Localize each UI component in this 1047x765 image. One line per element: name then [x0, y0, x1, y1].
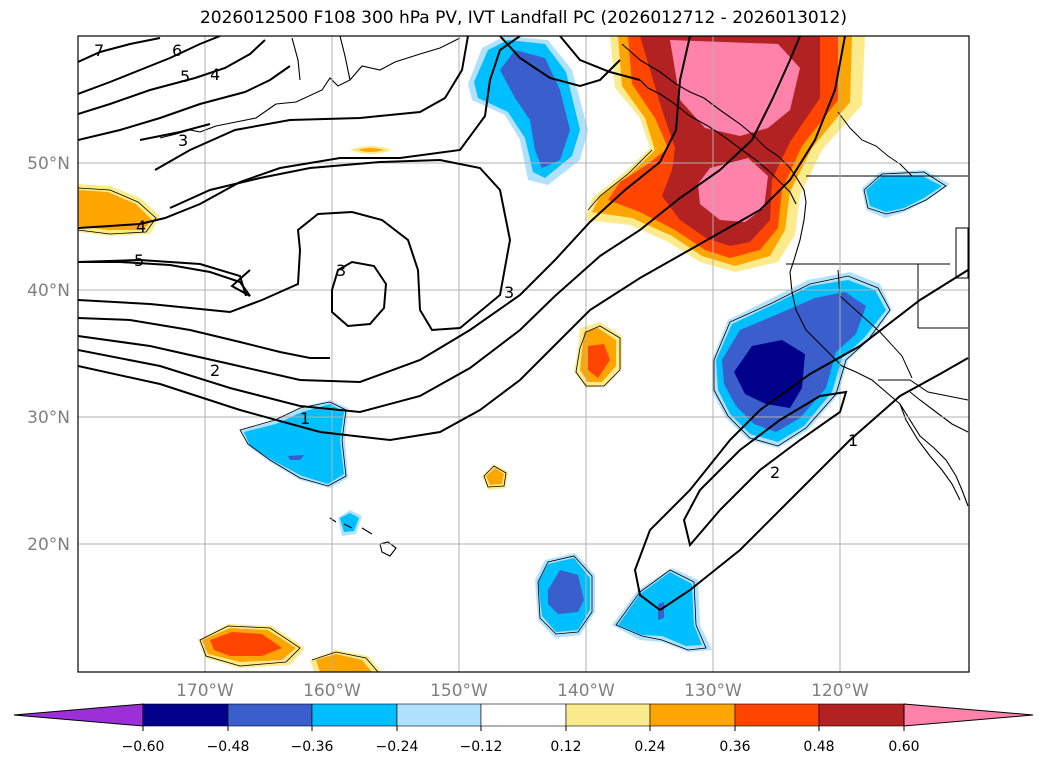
positive-anomaly-southwest: [198, 624, 305, 668]
alaska-coast: [291, 37, 301, 81]
colorbar-segment: [142, 703, 229, 727]
negative-anomaly-inland: [862, 170, 950, 218]
latitude-label: 20°N: [27, 535, 70, 555]
colorbar-segment: [480, 703, 567, 727]
colorbar-segment: [311, 703, 398, 727]
positive-anomaly-central: [574, 322, 622, 388]
contour-label: 7: [94, 41, 104, 60]
contour-label: 4: [210, 65, 220, 84]
map-title: 2026012500 F108 300 hPa PV, IVT Landfall…: [199, 8, 847, 28]
contour-4b: [78, 36, 521, 229]
contour-label: 1: [300, 409, 310, 428]
colorbar-tick-label: −0.24: [376, 739, 419, 755]
shading-outline-contours: [78, 149, 947, 672]
colorbar-tick-label: 0.36: [719, 739, 750, 755]
longitude-label: 140°W: [557, 681, 615, 701]
colorbar-ticks: [142, 726, 905, 731]
contour-3-closed: [331, 260, 388, 328]
positive-anomaly-pacific-northwest: [585, 36, 865, 272]
latitude-label: 40°N: [27, 281, 70, 301]
contour-6: [78, 36, 221, 95]
contour-label: 3: [336, 261, 346, 280]
contour-label: 3: [504, 283, 514, 302]
contour-label: 1: [848, 431, 858, 450]
contour-labels: 7 6 5 4 3 4 5 3 3 2 1 2 1: [94, 41, 858, 482]
negative-anomaly-south-central: [535, 553, 595, 638]
longitude-label: 150°W: [430, 681, 488, 701]
contour-3a: [154, 36, 469, 171]
contour-label: 4: [136, 217, 146, 236]
pv-contour-layer: [78, 36, 969, 611]
british-columbia-coast: [621, 43, 807, 203]
colorbar: −0.60 −0.48 −0.36 −0.24 −0.12 0.12 0.24 …: [13, 703, 1034, 755]
colorbar-segment: [396, 703, 482, 727]
colorbar-tick-label: −0.60: [122, 739, 165, 755]
positive-anomaly-south: [310, 650, 382, 672]
contour-5a: [78, 39, 266, 115]
contour-label: 3: [178, 131, 188, 150]
colorbar-tick-label: 0.12: [550, 739, 581, 755]
longitude-label: 130°W: [684, 681, 742, 701]
latitude-axis: 50°N 40°N 30°N 20°N: [27, 154, 70, 555]
negative-anomaly-california: [712, 272, 892, 448]
longitude-label: 160°W: [303, 681, 361, 701]
contour-label: 2: [210, 361, 220, 380]
longitude-label: 120°W: [811, 681, 869, 701]
baja-california: [899, 403, 961, 501]
hawaii-islands: [329, 517, 397, 557]
negative-anomaly-small-west: [338, 510, 362, 536]
us-west-coast: [789, 201, 969, 507]
contour-label: 5: [180, 67, 190, 86]
negative-anomaly-hawaii-north: [240, 400, 348, 488]
contour-7: [78, 37, 161, 63]
contour-3c: [78, 36, 801, 414]
map-frame: [77, 35, 970, 673]
colorbar-tick-label: 0.48: [803, 739, 834, 755]
longitude-axis: 170°W 160°W 150°W 140°W 130°W 120°W: [176, 681, 869, 701]
contour-3b: [78, 158, 512, 332]
contour-4a: [78, 65, 291, 141]
positive-anomaly-west-edge: [78, 184, 160, 236]
contour-2-south: [682, 390, 848, 548]
contour-1: [78, 36, 846, 442]
gridlines: [78, 36, 969, 672]
colorbar-segment: [734, 703, 820, 727]
colorbar-segment: [565, 703, 651, 727]
colorbar-tick-label: −0.12: [460, 739, 503, 755]
contour-5b: [78, 258, 247, 297]
contour-label: 6: [172, 41, 182, 60]
contour-2: [78, 36, 691, 384]
latitude-label: 30°N: [27, 408, 70, 428]
latitude-label: 50°N: [27, 154, 70, 174]
contour-label: 2: [770, 463, 780, 482]
contour-label: 5: [134, 251, 144, 270]
colorbar-segment: [227, 703, 313, 727]
colorbar-extend-high: [903, 703, 1034, 727]
colorbar-tick-label: 0.60: [888, 739, 919, 755]
contour-1-south: [659, 357, 969, 611]
colorbar-tick-label: −0.48: [207, 739, 250, 755]
longitude-label: 170°W: [176, 681, 234, 701]
colorbar-segment: [649, 703, 736, 727]
colorbar-tick-label: 0.24: [634, 739, 665, 755]
colorbar-segment: [818, 703, 905, 727]
colorbar-tick-label: −0.36: [291, 739, 334, 755]
colorbar-extend-low: [13, 703, 144, 727]
coastline-layer: [159, 36, 969, 557]
